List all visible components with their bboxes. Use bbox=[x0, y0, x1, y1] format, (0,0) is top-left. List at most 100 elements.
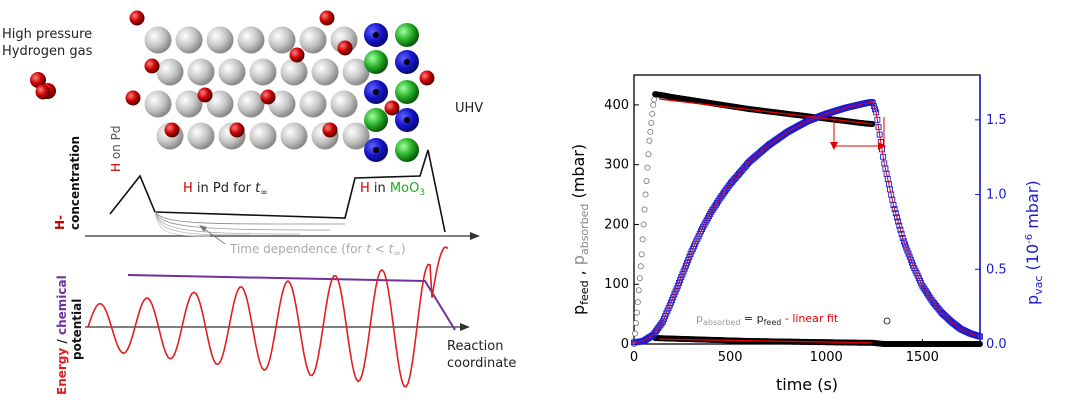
data-series bbox=[631, 91, 983, 347]
oxygen-atom bbox=[395, 80, 419, 104]
pd-atom bbox=[299, 26, 327, 54]
pd-atom bbox=[249, 122, 277, 150]
oxygen-atom bbox=[364, 50, 388, 74]
x-axis-ticks: 0 500 1000 1500 bbox=[630, 339, 939, 365]
left-y-tick-label: 400 bbox=[604, 98, 629, 113]
linear-fit-line bbox=[658, 338, 873, 344]
hydrogen-atom bbox=[319, 10, 335, 26]
data-point bbox=[870, 103, 877, 110]
pd-atom bbox=[268, 26, 296, 54]
data-point bbox=[634, 299, 641, 306]
hydrogen-atom bbox=[419, 70, 435, 86]
pd-atom bbox=[156, 58, 184, 86]
reaction-coordinate-line2: coordinate bbox=[447, 356, 516, 371]
h-in-pd-label: H in Pd for t∞ bbox=[183, 181, 268, 198]
x-tick-label: 500 bbox=[718, 350, 743, 365]
molybdenum-core bbox=[404, 59, 410, 65]
data-point bbox=[642, 191, 649, 198]
energy-axis-label: Energy / chemical potential bbox=[55, 275, 84, 395]
moo3-layer bbox=[364, 23, 419, 162]
right-y-tick-label: 1.0 bbox=[986, 188, 1007, 203]
hydrogen-atom bbox=[35, 84, 51, 100]
data-point bbox=[902, 241, 908, 248]
hydrogen-diffusion-schematic: High pressure Hydrogen gas UHV H on Pd H… bbox=[2, 10, 516, 395]
molybdenum-core bbox=[404, 117, 410, 123]
data-point bbox=[900, 238, 907, 245]
data-point bbox=[632, 320, 639, 327]
data-point bbox=[646, 137, 653, 144]
data-point bbox=[638, 251, 645, 258]
concentration-axis-label: H- concentration bbox=[53, 136, 82, 230]
data-point bbox=[872, 106, 878, 113]
data-point bbox=[977, 333, 983, 340]
data-point bbox=[647, 128, 654, 135]
data-point bbox=[643, 178, 650, 185]
data-point bbox=[891, 206, 898, 213]
data-point bbox=[648, 119, 655, 126]
data-point bbox=[631, 330, 638, 337]
right-y-axis-ticks: 0.0 0.5 1.0 1.5 bbox=[975, 113, 1007, 352]
data-point bbox=[890, 202, 897, 208]
left-y-axis-label: pfeed , pabsorbed (mbar) bbox=[569, 144, 591, 315]
data-point bbox=[651, 96, 658, 103]
data-point bbox=[907, 256, 914, 263]
linear-fit-line bbox=[658, 98, 873, 125]
concentration-profile bbox=[85, 149, 480, 245]
pd-atom bbox=[249, 58, 277, 86]
data-point bbox=[905, 250, 912, 257]
pd-atom bbox=[299, 90, 327, 118]
data-point bbox=[906, 253, 913, 260]
hydrogen-atoms bbox=[35, 10, 435, 138]
data-point bbox=[636, 275, 643, 282]
data-point bbox=[645, 151, 652, 158]
data-point bbox=[895, 218, 902, 225]
molybdenum-core bbox=[373, 147, 379, 153]
pd-atom bbox=[237, 26, 265, 54]
absorbed-annotation: pabsorbed = pfeed - linear fit bbox=[696, 312, 839, 327]
svg-text:H on Pd: H on Pd bbox=[109, 126, 123, 172]
hydrogen-atom bbox=[322, 122, 338, 138]
data-point bbox=[635, 287, 642, 294]
data-point bbox=[894, 214, 900, 221]
data-point bbox=[644, 164, 651, 171]
pd-atom bbox=[280, 122, 308, 150]
x-tick-label: 0 bbox=[630, 350, 638, 365]
hydrogen-atom bbox=[125, 90, 141, 106]
h-on-pd-label: H on Pd bbox=[109, 126, 123, 172]
data-point bbox=[639, 236, 646, 243]
left-y-axis-ticks: 0 100 200 300 400 bbox=[604, 98, 639, 352]
gas-label-line1: High pressure bbox=[2, 27, 92, 42]
svg-text:Energy / chemical: Energy / chemical bbox=[55, 275, 69, 395]
x-axis-label: time (s) bbox=[776, 375, 838, 394]
pvac-fit-line bbox=[633, 101, 981, 343]
svg-text:pfeed , pabsorbed (mbar): pfeed , pabsorbed (mbar) bbox=[569, 144, 591, 315]
outlier-marker bbox=[883, 317, 891, 325]
uhv-label: UHV bbox=[455, 101, 483, 116]
data-point bbox=[640, 221, 647, 228]
x-tick-label: 1000 bbox=[810, 350, 843, 365]
pd-atom bbox=[187, 122, 215, 150]
hydrogen-atom bbox=[289, 47, 305, 63]
left-y-tick-label: 200 bbox=[604, 217, 629, 232]
data-point bbox=[976, 340, 983, 347]
data-point bbox=[637, 263, 644, 270]
right-y-axis-label: pvac (10-6 mbar) bbox=[1023, 180, 1045, 305]
hydrogen-atom bbox=[260, 89, 276, 105]
hydrogen-atom bbox=[129, 10, 145, 26]
svg-text:concentration: concentration bbox=[68, 136, 82, 230]
h-in-moo3-label: H in MoO3 bbox=[360, 181, 425, 198]
data-point bbox=[641, 206, 648, 213]
hydrogen-atom bbox=[229, 122, 245, 138]
data-point bbox=[898, 230, 905, 237]
data-point bbox=[904, 247, 911, 254]
left-y-tick-label: 0 bbox=[621, 337, 629, 352]
data-point bbox=[899, 235, 906, 241]
fit-lines bbox=[633, 98, 981, 344]
hydrogen-atom bbox=[164, 122, 180, 138]
molybdenum-core bbox=[373, 89, 379, 95]
pd-lattice bbox=[144, 26, 370, 150]
oxygen-atom bbox=[364, 108, 388, 132]
pd-atom bbox=[218, 58, 246, 86]
pd-atom bbox=[144, 26, 172, 54]
